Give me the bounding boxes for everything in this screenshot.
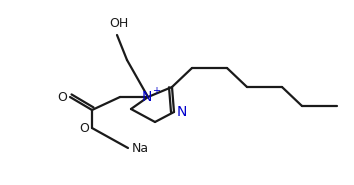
Text: +: + [152,86,160,96]
Text: Na: Na [131,142,149,154]
Text: O: O [57,90,67,103]
Text: N: N [177,105,187,119]
Text: OH: OH [109,16,129,29]
Text: O: O [79,122,89,134]
Text: N: N [142,90,152,104]
